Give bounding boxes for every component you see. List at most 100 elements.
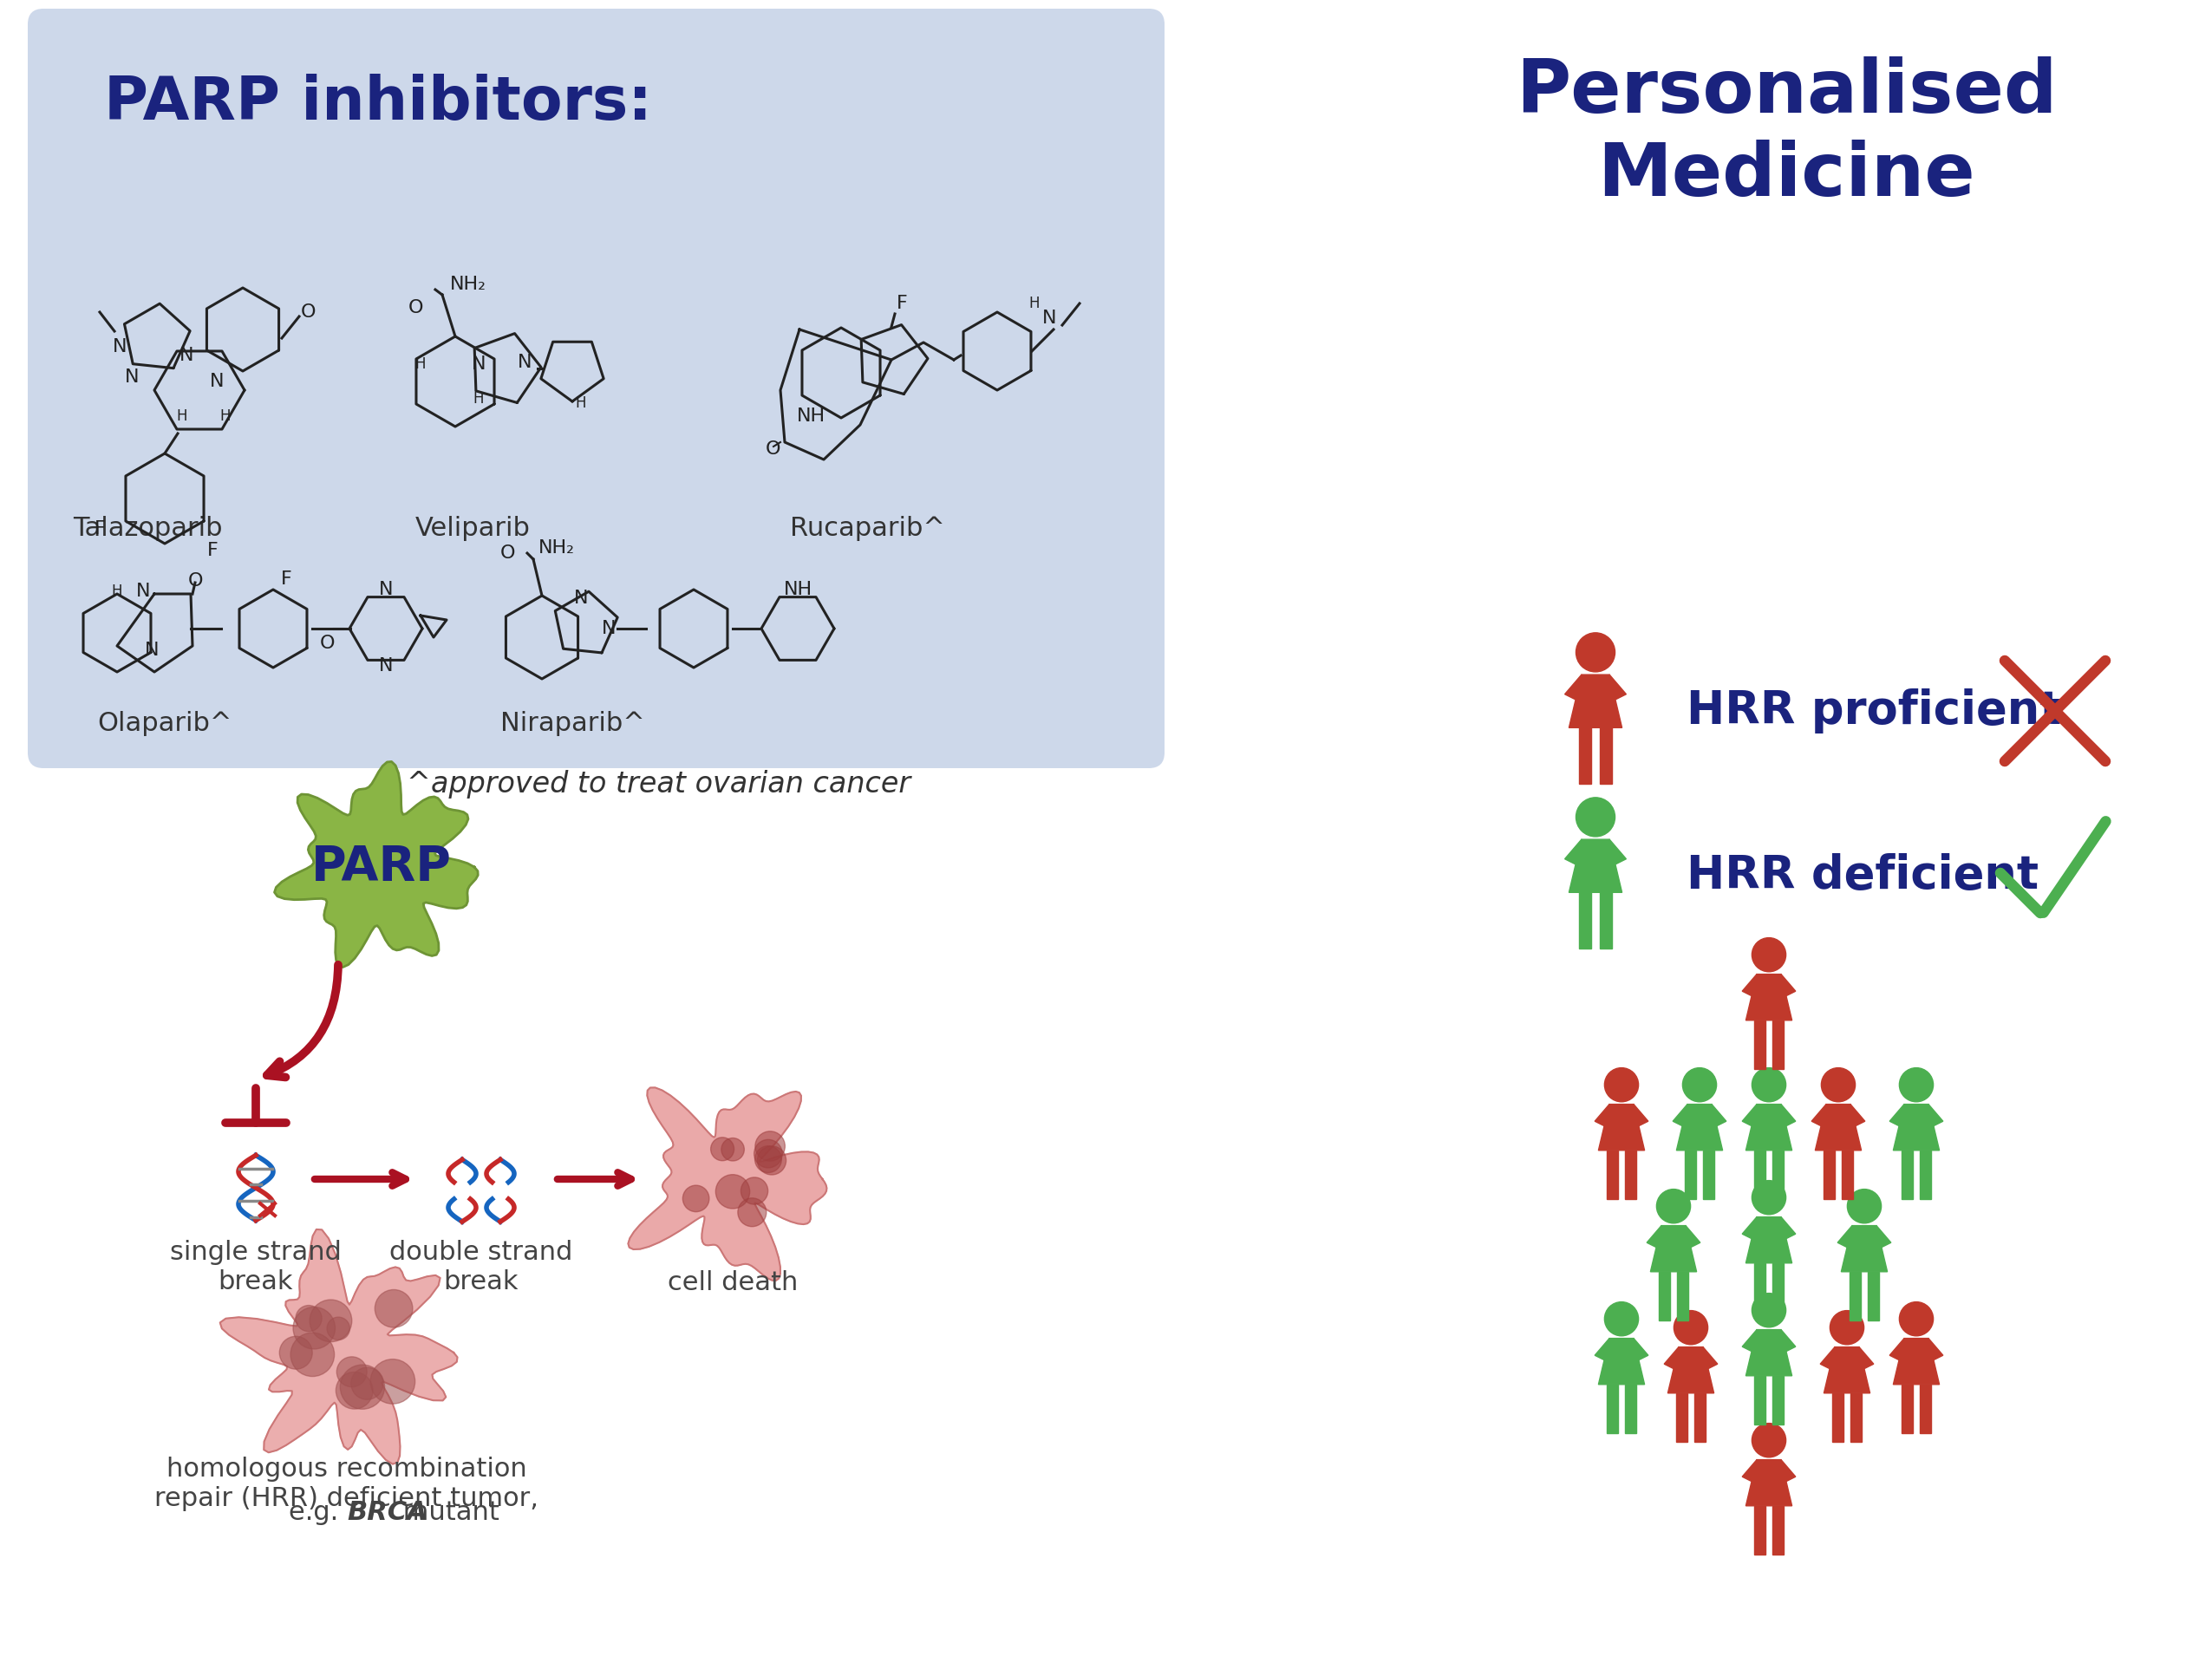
Polygon shape <box>1924 1339 1942 1360</box>
Polygon shape <box>1743 1460 1761 1482</box>
Text: single strand
break: single strand break <box>170 1240 341 1293</box>
Polygon shape <box>1708 1105 1725 1127</box>
Polygon shape <box>1776 1330 1796 1352</box>
Text: homologous recombination
repair (HRR) deficient tumor,: homologous recombination repair (HRR) de… <box>155 1457 540 1510</box>
Text: NH₂: NH₂ <box>538 539 575 557</box>
Polygon shape <box>1902 1150 1913 1198</box>
Circle shape <box>1674 1310 1708 1345</box>
Circle shape <box>296 1305 321 1332</box>
Polygon shape <box>1754 1505 1765 1554</box>
Text: ^approved to treat ovarian cancer: ^approved to treat ovarian cancer <box>407 769 911 798</box>
Text: PARP inhibitors:: PARP inhibitors: <box>104 73 653 132</box>
Polygon shape <box>1754 1020 1765 1068</box>
Text: mutant: mutant <box>394 1500 500 1525</box>
Polygon shape <box>1924 1105 1942 1127</box>
Text: H: H <box>111 584 122 599</box>
Polygon shape <box>1893 1105 1940 1150</box>
Polygon shape <box>1745 1105 1792 1150</box>
Polygon shape <box>1754 1375 1765 1424</box>
Polygon shape <box>1703 1150 1714 1198</box>
Polygon shape <box>1832 1394 1843 1442</box>
Polygon shape <box>1599 1339 1644 1385</box>
Circle shape <box>684 1185 710 1212</box>
Text: H: H <box>1029 295 1040 310</box>
Polygon shape <box>1745 1217 1792 1263</box>
Circle shape <box>1900 1068 1933 1102</box>
Polygon shape <box>1672 1105 1692 1127</box>
Polygon shape <box>1604 840 1626 865</box>
Polygon shape <box>1772 1375 1783 1424</box>
Polygon shape <box>1893 1339 1940 1385</box>
Text: H: H <box>177 409 188 424</box>
Polygon shape <box>1628 1339 1648 1360</box>
Text: e.g.: e.g. <box>290 1500 347 1525</box>
Polygon shape <box>1646 1225 1666 1247</box>
Text: N: N <box>518 354 531 371</box>
Polygon shape <box>1628 1105 1648 1127</box>
Polygon shape <box>1564 840 1586 865</box>
Polygon shape <box>1699 1347 1717 1369</box>
Polygon shape <box>1820 1347 1840 1369</box>
Polygon shape <box>1772 1263 1783 1312</box>
Circle shape <box>1604 1302 1639 1335</box>
Text: N: N <box>135 582 150 599</box>
Polygon shape <box>1845 1105 1865 1127</box>
Circle shape <box>1752 938 1785 971</box>
Text: NH₂: NH₂ <box>449 275 487 294</box>
Circle shape <box>710 1137 734 1160</box>
Polygon shape <box>1823 1150 1834 1198</box>
Polygon shape <box>1743 1105 1761 1127</box>
Polygon shape <box>1851 1394 1863 1442</box>
Text: cell death: cell death <box>668 1270 799 1295</box>
Polygon shape <box>628 1088 827 1280</box>
Polygon shape <box>1772 1505 1783 1554</box>
Text: Veliparib: Veliparib <box>416 516 531 541</box>
Polygon shape <box>1849 1272 1860 1320</box>
Polygon shape <box>1902 1385 1913 1434</box>
Polygon shape <box>1776 975 1796 996</box>
Polygon shape <box>1854 1347 1874 1369</box>
Polygon shape <box>1595 1339 1615 1360</box>
Text: N: N <box>602 619 615 638</box>
Circle shape <box>374 1290 414 1327</box>
Polygon shape <box>1871 1225 1891 1247</box>
Text: NH: NH <box>783 581 812 598</box>
Polygon shape <box>1812 1105 1832 1127</box>
Polygon shape <box>1776 1460 1796 1482</box>
Text: O: O <box>500 544 515 562</box>
Text: F: F <box>896 295 907 312</box>
Polygon shape <box>1772 1020 1783 1068</box>
Polygon shape <box>1920 1385 1931 1434</box>
Circle shape <box>1575 798 1615 836</box>
Text: H: H <box>219 409 230 424</box>
Text: N: N <box>378 581 394 598</box>
Circle shape <box>754 1140 783 1168</box>
Polygon shape <box>1668 1347 1714 1394</box>
Text: N: N <box>573 589 588 608</box>
Polygon shape <box>1564 674 1586 699</box>
Polygon shape <box>1825 1347 1869 1394</box>
Circle shape <box>1829 1310 1865 1345</box>
Circle shape <box>290 1332 334 1377</box>
Text: O: O <box>188 572 204 589</box>
Polygon shape <box>274 761 478 968</box>
Circle shape <box>1900 1302 1933 1335</box>
Polygon shape <box>1920 1150 1931 1198</box>
Polygon shape <box>1663 1347 1683 1369</box>
Polygon shape <box>1681 1225 1701 1247</box>
Polygon shape <box>1694 1394 1705 1442</box>
Polygon shape <box>1776 1105 1796 1127</box>
Polygon shape <box>1568 840 1621 893</box>
Circle shape <box>741 1177 768 1205</box>
Text: Talazoparib: Talazoparib <box>73 516 221 541</box>
Polygon shape <box>1579 728 1590 783</box>
Text: F: F <box>208 542 219 559</box>
Polygon shape <box>1840 1225 1887 1272</box>
Text: BRCA: BRCA <box>347 1500 427 1525</box>
Polygon shape <box>1659 1272 1670 1320</box>
Text: O: O <box>321 634 336 653</box>
Text: Rucaparib^: Rucaparib^ <box>790 516 945 541</box>
Polygon shape <box>1743 1217 1761 1238</box>
Text: N: N <box>1042 309 1057 327</box>
Polygon shape <box>1599 728 1613 783</box>
